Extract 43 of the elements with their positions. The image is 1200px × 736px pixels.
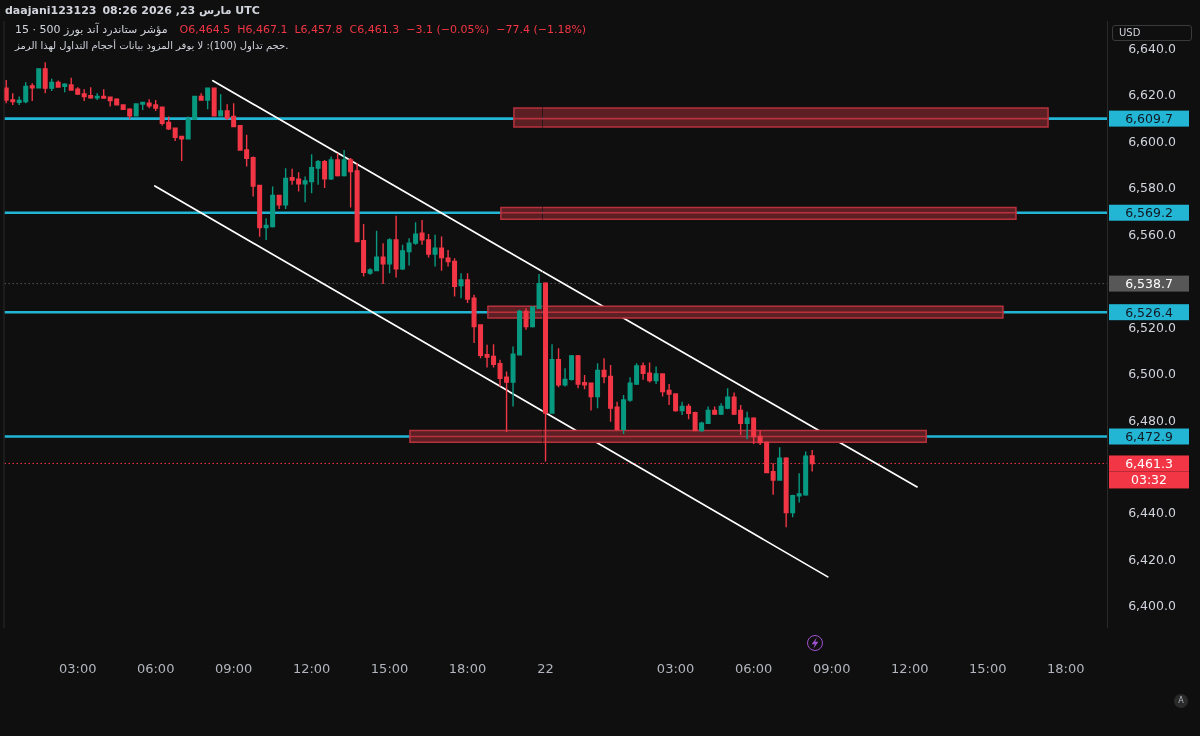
x-tick-label: 18:00 [448, 660, 487, 676]
y-tick-label: 6,620.0 [1128, 87, 1176, 103]
annotation: −3.1 (−0.05%) [406, 23, 490, 36]
x-tick-label: 15:00 [969, 660, 1007, 676]
y-tick-label: 6,580.0 [1128, 180, 1176, 196]
x-tick-label: 09:00 [812, 660, 851, 676]
text: daajani123123 [5, 4, 97, 17]
y-tick-label: 6,480.0 [1128, 412, 1176, 428]
annotation: −77.4 (−1.18%) [496, 23, 587, 36]
x-tick-label: 06:00 [136, 660, 175, 676]
annotation: O6,464.5 [179, 23, 231, 36]
y-axis-title: USD [1112, 25, 1192, 41]
x-tick-label: 12:00 [890, 660, 929, 676]
ref-line-label: 6,461.3 [1125, 455, 1173, 471]
y-tick-label: 6,440.0 [1128, 505, 1176, 521]
x-tick-label: 22 [537, 660, 554, 676]
ref-line-label: 6,609.7 [1125, 111, 1173, 127]
y-tick-label: 6,420.0 [1128, 551, 1176, 567]
ref-line-label: 6,538.7 [1125, 276, 1173, 292]
annotation: C6,461.3 [349, 23, 400, 36]
x-tick-label: 12:00 [292, 660, 331, 676]
text: A [1174, 694, 1188, 708]
annotation: H6,467.1 [237, 23, 288, 36]
x-tick-label: 03:00 [656, 660, 695, 676]
text: حجم تداول (100): لا يوفر المزود بيانات أحجام التداول لهذا الرمز. [15, 39, 289, 52]
chart-title: 15 · 500 مؤشر ستاندرد آند بورز [15, 23, 168, 36]
y-tick-label: 6,600.0 [1128, 133, 1176, 149]
y-tick-label: 6,560.0 [1128, 226, 1176, 242]
y-tick-label: 6,500.0 [1128, 366, 1176, 382]
ref-line-label: 6,472.9 [1125, 429, 1173, 445]
x-tick-label: 06:00 [734, 660, 773, 676]
ref-line-label: 6,526.4 [1125, 304, 1173, 320]
y-tick-label: 6,520.0 [1128, 319, 1176, 335]
x-tick-label: 15:00 [370, 660, 409, 676]
x-tick-label: 18:00 [1047, 660, 1085, 676]
text: 08:26 2026 ,23 مارس UTC [102, 4, 260, 17]
x-tick-label: 03:00 [58, 660, 97, 676]
ref-line-label: 6,569.2 [1125, 205, 1173, 221]
text: 03:32 [1130, 472, 1168, 488]
annotation: L6,457.8 [294, 23, 343, 36]
y-tick-label: 6,400.0 [1128, 598, 1176, 614]
y-tick-label: 6,640.0 [1128, 40, 1176, 56]
x-tick-label: 09:00 [214, 660, 253, 676]
